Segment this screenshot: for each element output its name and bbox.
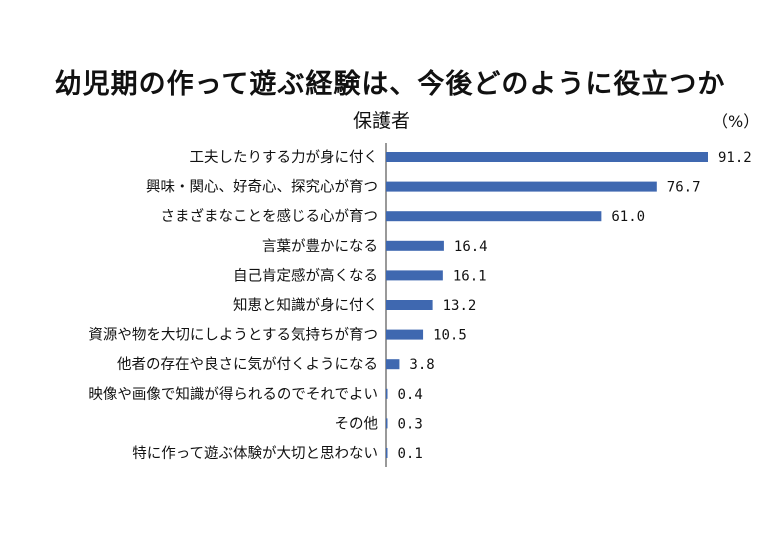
value-label: 91.2 xyxy=(718,150,752,166)
bar xyxy=(386,181,657,192)
bar xyxy=(386,418,388,429)
value-label: 3.8 xyxy=(409,357,434,373)
bar xyxy=(386,240,444,251)
value-label: 76.7 xyxy=(667,180,701,196)
value-label: 13.2 xyxy=(443,298,477,314)
category-label: 工夫したりする力が身に付く xyxy=(190,149,379,166)
chart-subtitle: 保護者 xyxy=(353,110,411,132)
category-label: 自己肯定感が高くなる xyxy=(233,267,378,284)
category-label: 言葉が豊かになる xyxy=(262,238,378,255)
value-label: 61.0 xyxy=(611,209,645,225)
value-label: 0.3 xyxy=(398,416,423,432)
bar xyxy=(386,448,388,458)
value-label: 16.4 xyxy=(454,239,488,255)
value-label: 0.1 xyxy=(398,446,423,462)
bar xyxy=(386,270,443,281)
value-label: 10.5 xyxy=(433,328,467,344)
bar xyxy=(386,211,602,222)
bar xyxy=(386,388,388,399)
value-label: 0.4 xyxy=(398,387,423,403)
category-label: 興味・関心、好奇心、探究心が育つ xyxy=(146,179,378,196)
unit-label: （%） xyxy=(712,112,760,131)
bar xyxy=(386,152,708,162)
value-label: 16.1 xyxy=(453,268,487,284)
bar xyxy=(386,329,424,340)
category-label: その他 xyxy=(335,415,379,432)
category-label: 映像や画像で知識が得られるのでそれでよい xyxy=(88,386,378,403)
chart-title: 幼児期の作って遊ぶ経験は、今後どのように役立つか xyxy=(54,69,726,100)
category-label: 他者の存在や良さに気が付くようになる xyxy=(117,356,378,373)
category-label: さまざまなことを感じる心が育つ xyxy=(161,207,379,225)
category-label: 資源や物を大切にしようとする気持ちが育つ xyxy=(88,327,378,344)
category-label: 知恵と知識が身に付く xyxy=(233,297,378,314)
bar xyxy=(386,359,400,370)
bar xyxy=(386,300,433,310)
category-label: 特に作って遊ぶ体験が大切と思わない xyxy=(132,445,378,462)
